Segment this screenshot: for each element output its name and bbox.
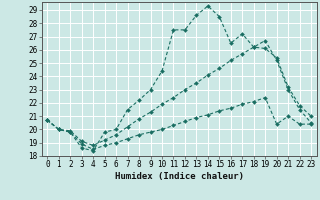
X-axis label: Humidex (Indice chaleur): Humidex (Indice chaleur) [115, 172, 244, 181]
